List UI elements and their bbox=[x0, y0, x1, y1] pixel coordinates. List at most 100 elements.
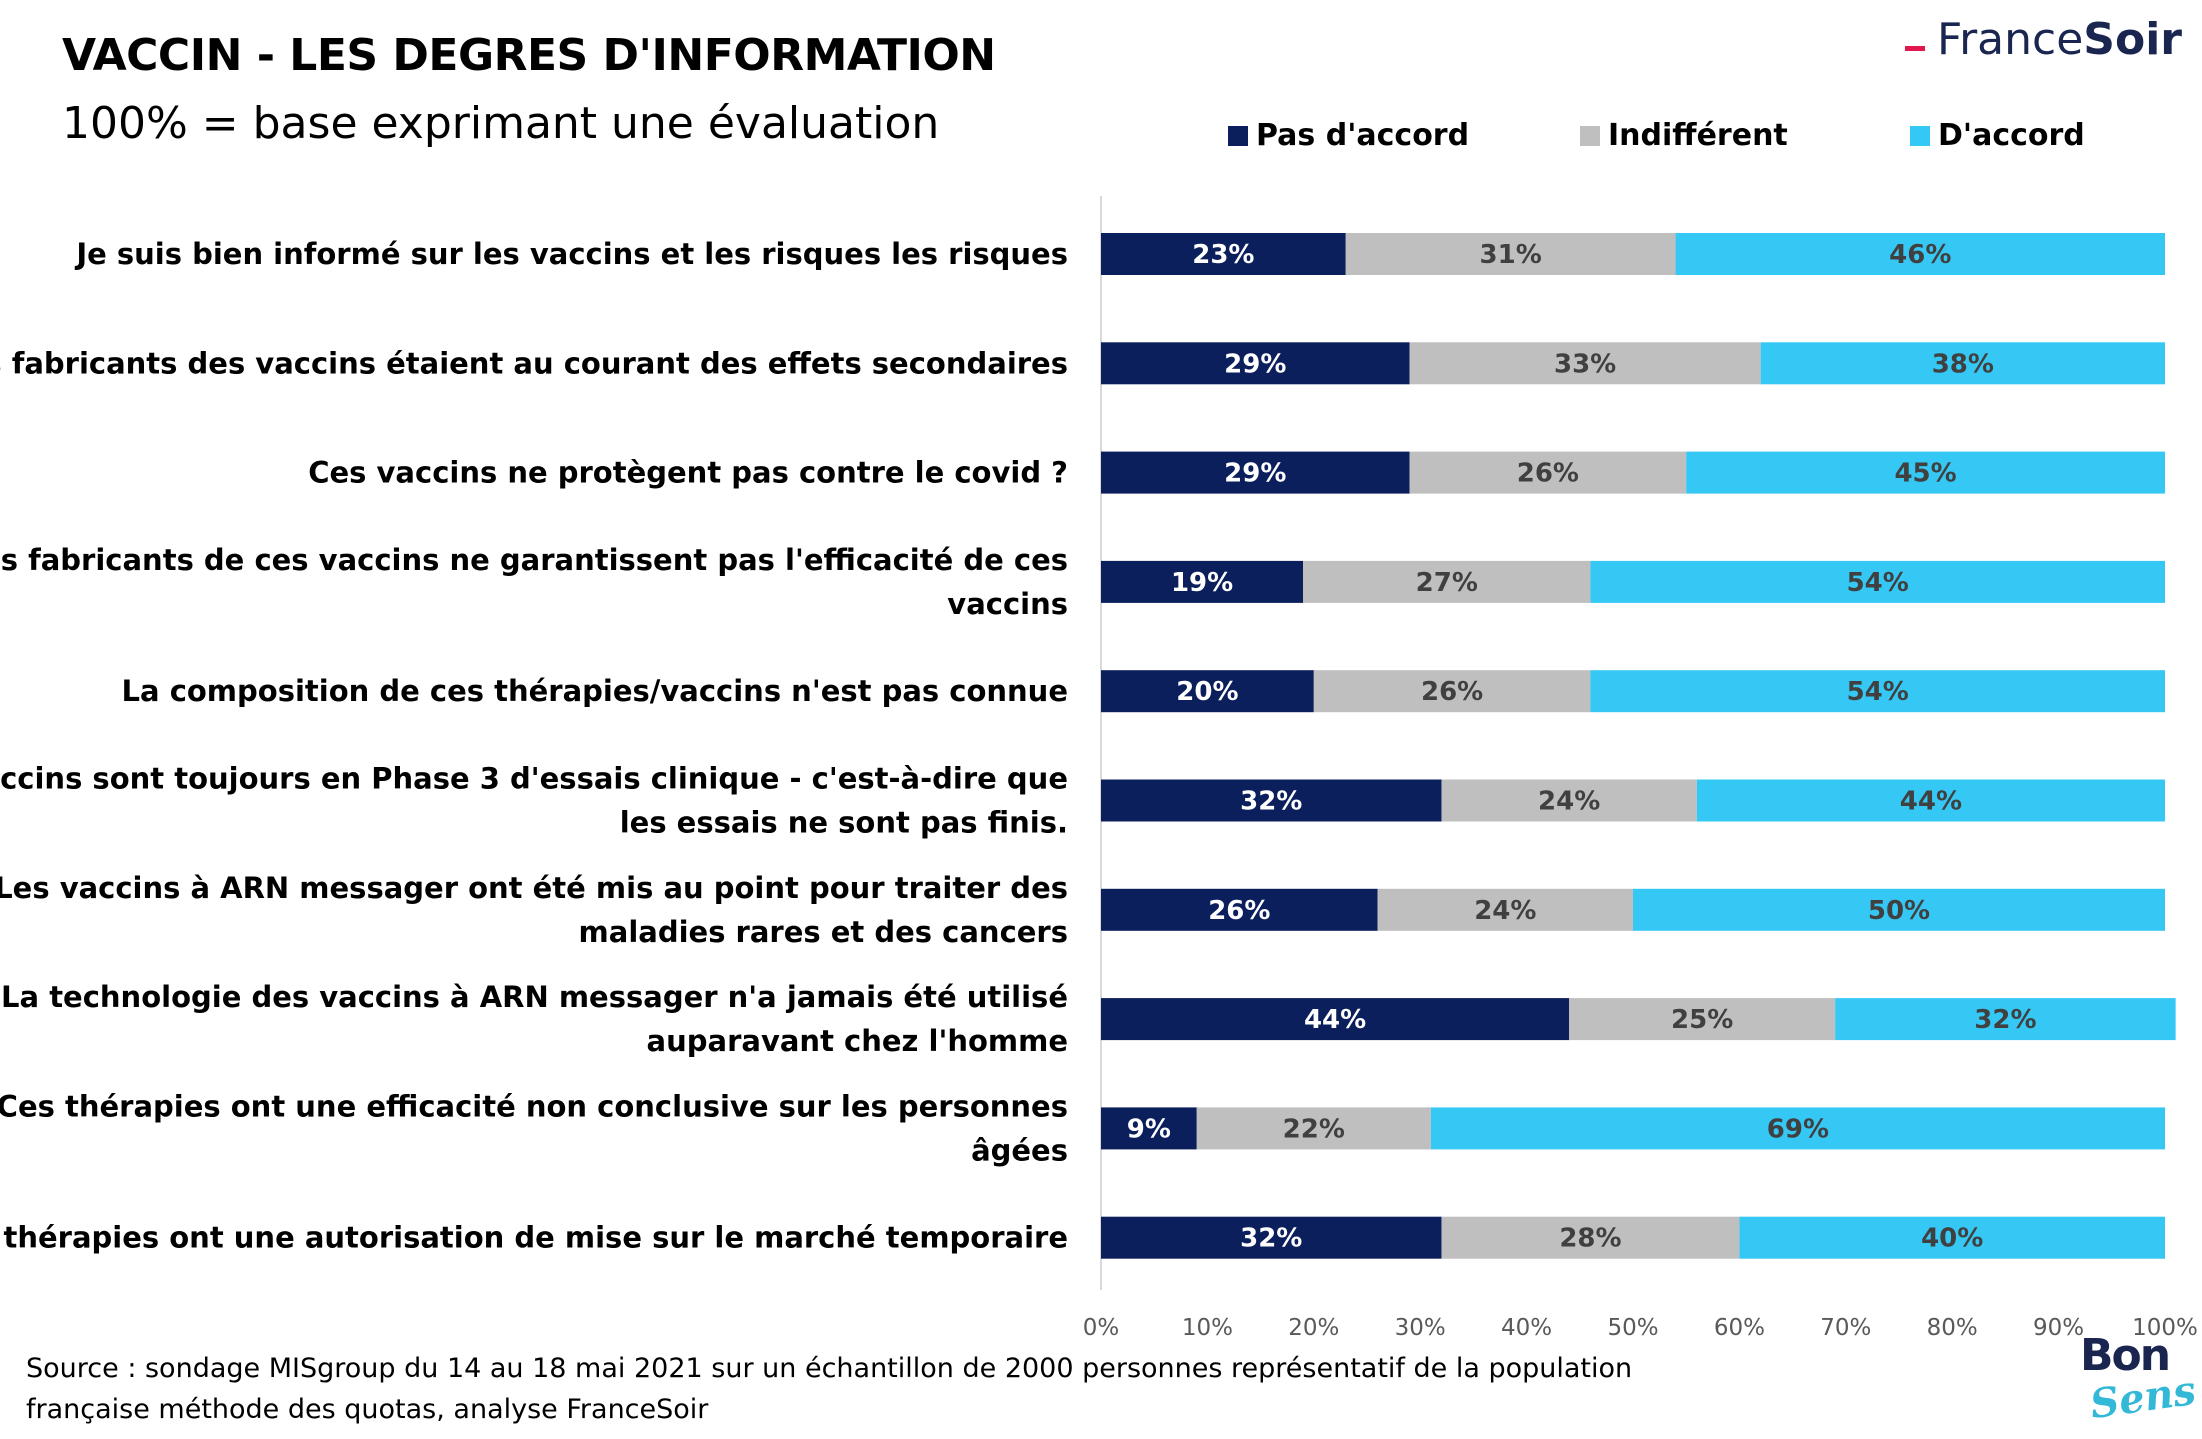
legend-swatch-dark bbox=[1228, 126, 1248, 146]
category-label: Les fabricants des vaccins étaient au co… bbox=[0, 346, 1068, 380]
legend-swatch-grey bbox=[1580, 126, 1600, 146]
bar-segment bbox=[1303, 560, 1591, 603]
bar-segment bbox=[1633, 888, 2165, 931]
category-label: La composition de ces thérapies/vaccins … bbox=[122, 674, 1068, 708]
legend-item-pas-daccord: Pas d'accord bbox=[1228, 118, 1469, 153]
category-label: vaccins bbox=[947, 587, 1068, 621]
legend-swatch-blue bbox=[1910, 126, 1930, 146]
bar-segment bbox=[1696, 779, 2165, 822]
bar-segment bbox=[1101, 998, 1570, 1041]
bar-value-label: 24% bbox=[1474, 896, 1536, 926]
source-note: Source : sondage MISgroup du 14 au 18 ma… bbox=[26, 1353, 1633, 1425]
bar-segment bbox=[1101, 1216, 1442, 1259]
bar-value-label: 40% bbox=[1921, 1224, 1983, 1254]
chart-subtitle: 100% = base exprimant une évaluation bbox=[62, 98, 940, 149]
bar-value-label: 26% bbox=[1517, 459, 1579, 489]
bar-segment bbox=[1101, 1107, 1197, 1150]
legend-item-daccord: D'accord bbox=[1910, 118, 2085, 153]
francesoir-logo: FranceSoir bbox=[1904, 14, 2182, 65]
x-tick-label: 70% bbox=[1820, 1315, 1871, 1341]
chart-title: VACCIN - LES DEGRES D'INFORMATION bbox=[62, 30, 996, 81]
bar-segment bbox=[1313, 670, 1591, 713]
bar-value-label: 45% bbox=[1894, 459, 1956, 489]
logo-dash-icon bbox=[1904, 45, 1925, 51]
bar-value-label: 29% bbox=[1224, 459, 1286, 489]
category-label: Les fabricants de ces vaccins ne garanti… bbox=[0, 543, 1068, 577]
bar-value-label: 32% bbox=[1240, 1224, 1302, 1254]
bar-segment bbox=[1101, 342, 1410, 385]
bonsens-logo: Bon Sens bbox=[2070, 1330, 2199, 1430]
x-tick-label: 30% bbox=[1395, 1315, 1446, 1341]
x-tick-label: 0% bbox=[1083, 1315, 1120, 1341]
bar-segment bbox=[1590, 560, 2165, 603]
x-tick-label: 90% bbox=[2033, 1315, 2084, 1341]
bar-segment bbox=[1441, 779, 1697, 822]
x-tick-label: 60% bbox=[1714, 1315, 1765, 1341]
bar-segment bbox=[1101, 670, 1314, 713]
bar-value-label: 32% bbox=[1974, 1005, 2036, 1035]
bar-value-label: 19% bbox=[1171, 568, 1233, 598]
bar-segment bbox=[1377, 888, 1633, 931]
bar-segment bbox=[1101, 451, 1410, 494]
bar-value-label: 20% bbox=[1176, 677, 1238, 707]
bar-segment bbox=[1739, 1216, 2165, 1259]
category-label: La technologie des vaccins à ARN message… bbox=[1, 980, 1068, 1014]
bar-segment bbox=[1686, 451, 2165, 494]
bar-segment bbox=[1675, 233, 2165, 275]
bar-segment bbox=[1430, 1107, 2165, 1150]
bar-segment bbox=[1441, 1216, 1740, 1259]
x-tick-label: 100% bbox=[2132, 1315, 2198, 1341]
bar-segment bbox=[1409, 342, 1761, 385]
bar-segment bbox=[1101, 560, 1304, 603]
bar-segment bbox=[1409, 451, 1687, 494]
bar-value-label: 46% bbox=[1889, 240, 1951, 270]
logo-france: France bbox=[1936, 14, 2084, 65]
category-label: Je suis bien informé sur les vaccins et … bbox=[74, 237, 1068, 271]
bar-segment bbox=[1101, 888, 1378, 931]
x-tick-label: 80% bbox=[1927, 1315, 1978, 1341]
bar-segment bbox=[1345, 233, 1676, 275]
category-label: les essais ne sont pas finis. bbox=[620, 806, 1068, 840]
bar-value-label: 27% bbox=[1416, 568, 1478, 598]
bar-value-label: 23% bbox=[1192, 240, 1254, 270]
bar-value-label: 22% bbox=[1283, 1114, 1345, 1144]
legend-label: Indifférent bbox=[1608, 118, 1788, 153]
legend-item-indifferent: Indifférent bbox=[1580, 118, 1788, 153]
bar-value-label: 33% bbox=[1554, 349, 1616, 379]
x-tick-label: 20% bbox=[1288, 1315, 1339, 1341]
bar-value-label: 31% bbox=[1480, 240, 1542, 270]
bar-segment bbox=[1569, 998, 1836, 1041]
category-label: âgées bbox=[971, 1133, 1068, 1167]
bar-value-label: 44% bbox=[1900, 787, 1962, 817]
category-label: Ces vaccins ne protègent pas contre le c… bbox=[308, 456, 1068, 490]
logo-soir: Soir bbox=[2083, 14, 2182, 65]
bar-value-label: 38% bbox=[1932, 349, 1994, 379]
bar-value-label: 25% bbox=[1671, 1005, 1733, 1035]
bar-segment bbox=[1590, 670, 2165, 713]
bar-value-label: 50% bbox=[1868, 896, 1930, 926]
logo-bon: Bon bbox=[2080, 1330, 2171, 1381]
bar-value-label: 44% bbox=[1304, 1005, 1366, 1035]
category-label: maladies rares et des cancers bbox=[579, 915, 1068, 949]
bar-segment bbox=[1760, 342, 2165, 385]
category-label: auparavant chez l'homme bbox=[647, 1024, 1068, 1058]
bar-value-label: 28% bbox=[1559, 1224, 1621, 1254]
bar-value-label: 29% bbox=[1224, 349, 1286, 379]
category-label: Ces thérapies ont une autorisation de mi… bbox=[0, 1221, 1068, 1255]
x-tick-label: 10% bbox=[1182, 1315, 1233, 1341]
bar-value-label: 54% bbox=[1847, 677, 1909, 707]
bar-segment bbox=[1101, 779, 1442, 822]
x-tick-label: 50% bbox=[1607, 1315, 1658, 1341]
x-tick-label: 40% bbox=[1501, 1315, 1552, 1341]
bar-value-label: 9% bbox=[1127, 1114, 1171, 1144]
bar-value-label: 26% bbox=[1421, 677, 1483, 707]
bar-value-label: 69% bbox=[1767, 1114, 1829, 1144]
bar-segment bbox=[1101, 233, 1346, 275]
category-label: Ces thérapies ont une efficacité non con… bbox=[0, 1089, 1068, 1123]
category-label: Les vaccins à ARN messager ont été mis a… bbox=[0, 871, 1068, 905]
bar-value-label: 26% bbox=[1208, 896, 1270, 926]
legend-label: D'accord bbox=[1938, 118, 2085, 153]
bar-value-label: 32% bbox=[1240, 787, 1302, 817]
bar-segment bbox=[1835, 998, 2176, 1041]
